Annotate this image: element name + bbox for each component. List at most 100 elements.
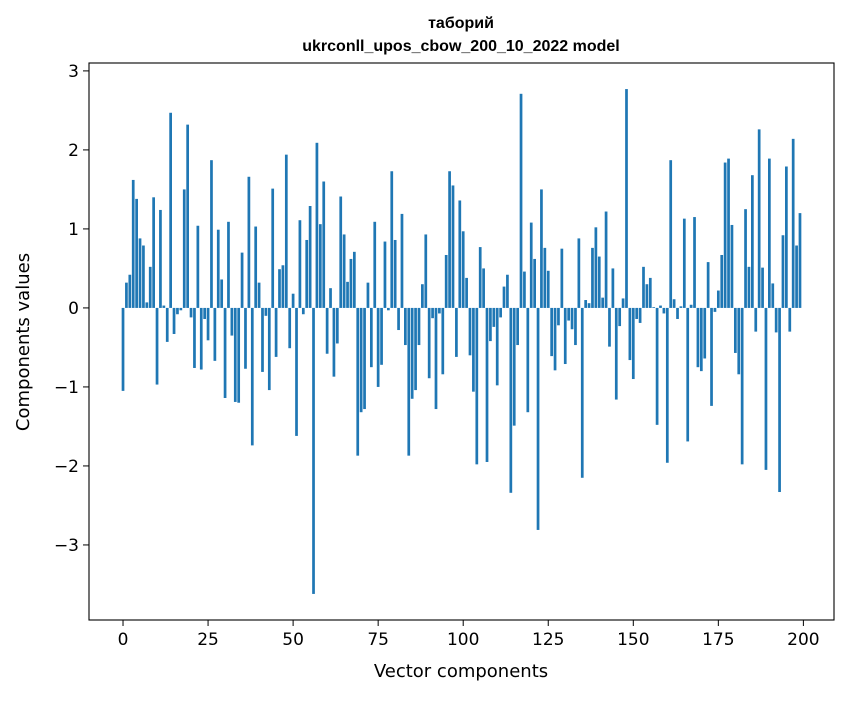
- bar-component-42: [264, 307, 268, 316]
- bar-component-62: [332, 307, 336, 377]
- bar-component-160: [665, 307, 669, 463]
- bar-component-100: [461, 231, 465, 308]
- y-tick-label: 1: [68, 220, 79, 240]
- bar-component-71: [363, 307, 366, 410]
- bar-component-93: [438, 307, 441, 314]
- bar-component-18: [182, 189, 186, 308]
- bar-component-123: [540, 189, 543, 308]
- bar-component-183: [744, 209, 747, 308]
- bar-component-140: [597, 256, 601, 308]
- bar-component-1: [125, 282, 128, 308]
- bar-component-101: [465, 277, 468, 308]
- bar-component-53: [301, 307, 305, 315]
- bar-component-181: [737, 307, 741, 375]
- bar-component-32: [230, 307, 234, 336]
- bar-component-186: [754, 307, 758, 332]
- bar-component-99: [458, 200, 462, 308]
- bar-component-36: [244, 307, 247, 369]
- bar-component-48: [284, 154, 288, 308]
- bar-component-63: [335, 307, 339, 344]
- bar-component-148: [625, 89, 628, 308]
- bar-component-128: [557, 307, 560, 326]
- bar-component-73: [369, 307, 373, 368]
- bar-component-187: [757, 129, 761, 308]
- y-tick-label: −1: [54, 378, 79, 398]
- bar-component-91: [431, 307, 434, 319]
- chart-title-line-1: таборий: [428, 15, 494, 32]
- bar-component-31: [227, 221, 230, 308]
- bar-component-111: [499, 307, 502, 318]
- bar-component-135: [580, 307, 584, 478]
- bar-component-168: [693, 217, 696, 308]
- bar-component-94: [441, 307, 445, 375]
- bar-component-105: [478, 247, 482, 308]
- bar-component-179: [730, 224, 734, 308]
- bar-component-172: [706, 262, 710, 308]
- bar-component-120: [529, 222, 533, 308]
- bar-component-41: [261, 307, 264, 372]
- bar-component-177: [723, 162, 727, 308]
- bar-component-161: [669, 160, 673, 308]
- chart-title-line-2: ukrconll_upos_cbow_200_10_2022 model: [302, 38, 619, 55]
- bar-component-110: [495, 307, 499, 386]
- bar-component-84: [407, 307, 411, 456]
- bar-component-45: [274, 307, 278, 357]
- bar-component-197: [791, 138, 795, 308]
- bar-component-136: [584, 300, 588, 308]
- bar-component-154: [645, 284, 649, 308]
- bar-component-126: [550, 307, 554, 357]
- bar-component-147: [621, 298, 625, 308]
- bar-component-132: [570, 307, 574, 330]
- bar-component-121: [533, 258, 536, 308]
- bar-component-20: [189, 307, 193, 318]
- bar-component-194: [781, 235, 785, 308]
- bar-component-182: [740, 307, 744, 465]
- y-tick-label: 0: [68, 299, 79, 319]
- bar-component-104: [475, 307, 479, 465]
- bar-component-44: [271, 188, 275, 308]
- bar-component-37: [247, 176, 251, 308]
- bar-component-96: [448, 171, 451, 308]
- bar-component-195: [785, 166, 788, 308]
- bar-component-196: [788, 307, 792, 332]
- bar-component-80: [393, 239, 397, 308]
- bar-component-134: [577, 238, 581, 308]
- bar-component-199: [798, 213, 802, 308]
- y-tick-label: −3: [54, 536, 79, 556]
- bar-component-69: [356, 307, 360, 456]
- bar-component-46: [278, 269, 281, 308]
- bar-component-6: [142, 245, 145, 308]
- y-axis-ticks: −3 −2 −1 0 1 2 3: [54, 62, 89, 556]
- bar-component-65: [342, 234, 346, 308]
- bar-component-176: [720, 254, 724, 308]
- bar-component-38: [250, 307, 254, 446]
- bar-component-40: [257, 282, 261, 308]
- bar-component-57: [315, 142, 319, 308]
- x-tick-label: 100: [447, 630, 479, 650]
- bar-component-174: [713, 307, 717, 312]
- bar-component-60: [325, 307, 329, 354]
- bar-component-79: [390, 171, 394, 308]
- bars-layer: [121, 89, 802, 594]
- bar-component-184: [747, 266, 751, 308]
- bar-component-131: [567, 307, 571, 321]
- bar-component-158: [659, 305, 662, 308]
- bar-component-170: [699, 307, 703, 372]
- bar-component-24: [203, 307, 207, 319]
- bar-component-175: [716, 290, 720, 308]
- bar-component-21: [193, 307, 196, 368]
- bar-component-152: [638, 307, 642, 323]
- bar-component-74: [373, 221, 377, 308]
- bar-component-58: [318, 224, 322, 308]
- bar-component-180: [733, 307, 737, 353]
- bar-component-173: [710, 307, 713, 406]
- bar-component-97: [451, 185, 455, 308]
- bar-component-95: [444, 254, 448, 308]
- bar-component-171: [703, 307, 707, 359]
- bar-component-88: [421, 284, 424, 308]
- bar-component-29: [220, 279, 224, 308]
- bar-component-166: [686, 307, 690, 442]
- bar-component-17: [179, 307, 183, 311]
- bar-component-61: [329, 288, 332, 308]
